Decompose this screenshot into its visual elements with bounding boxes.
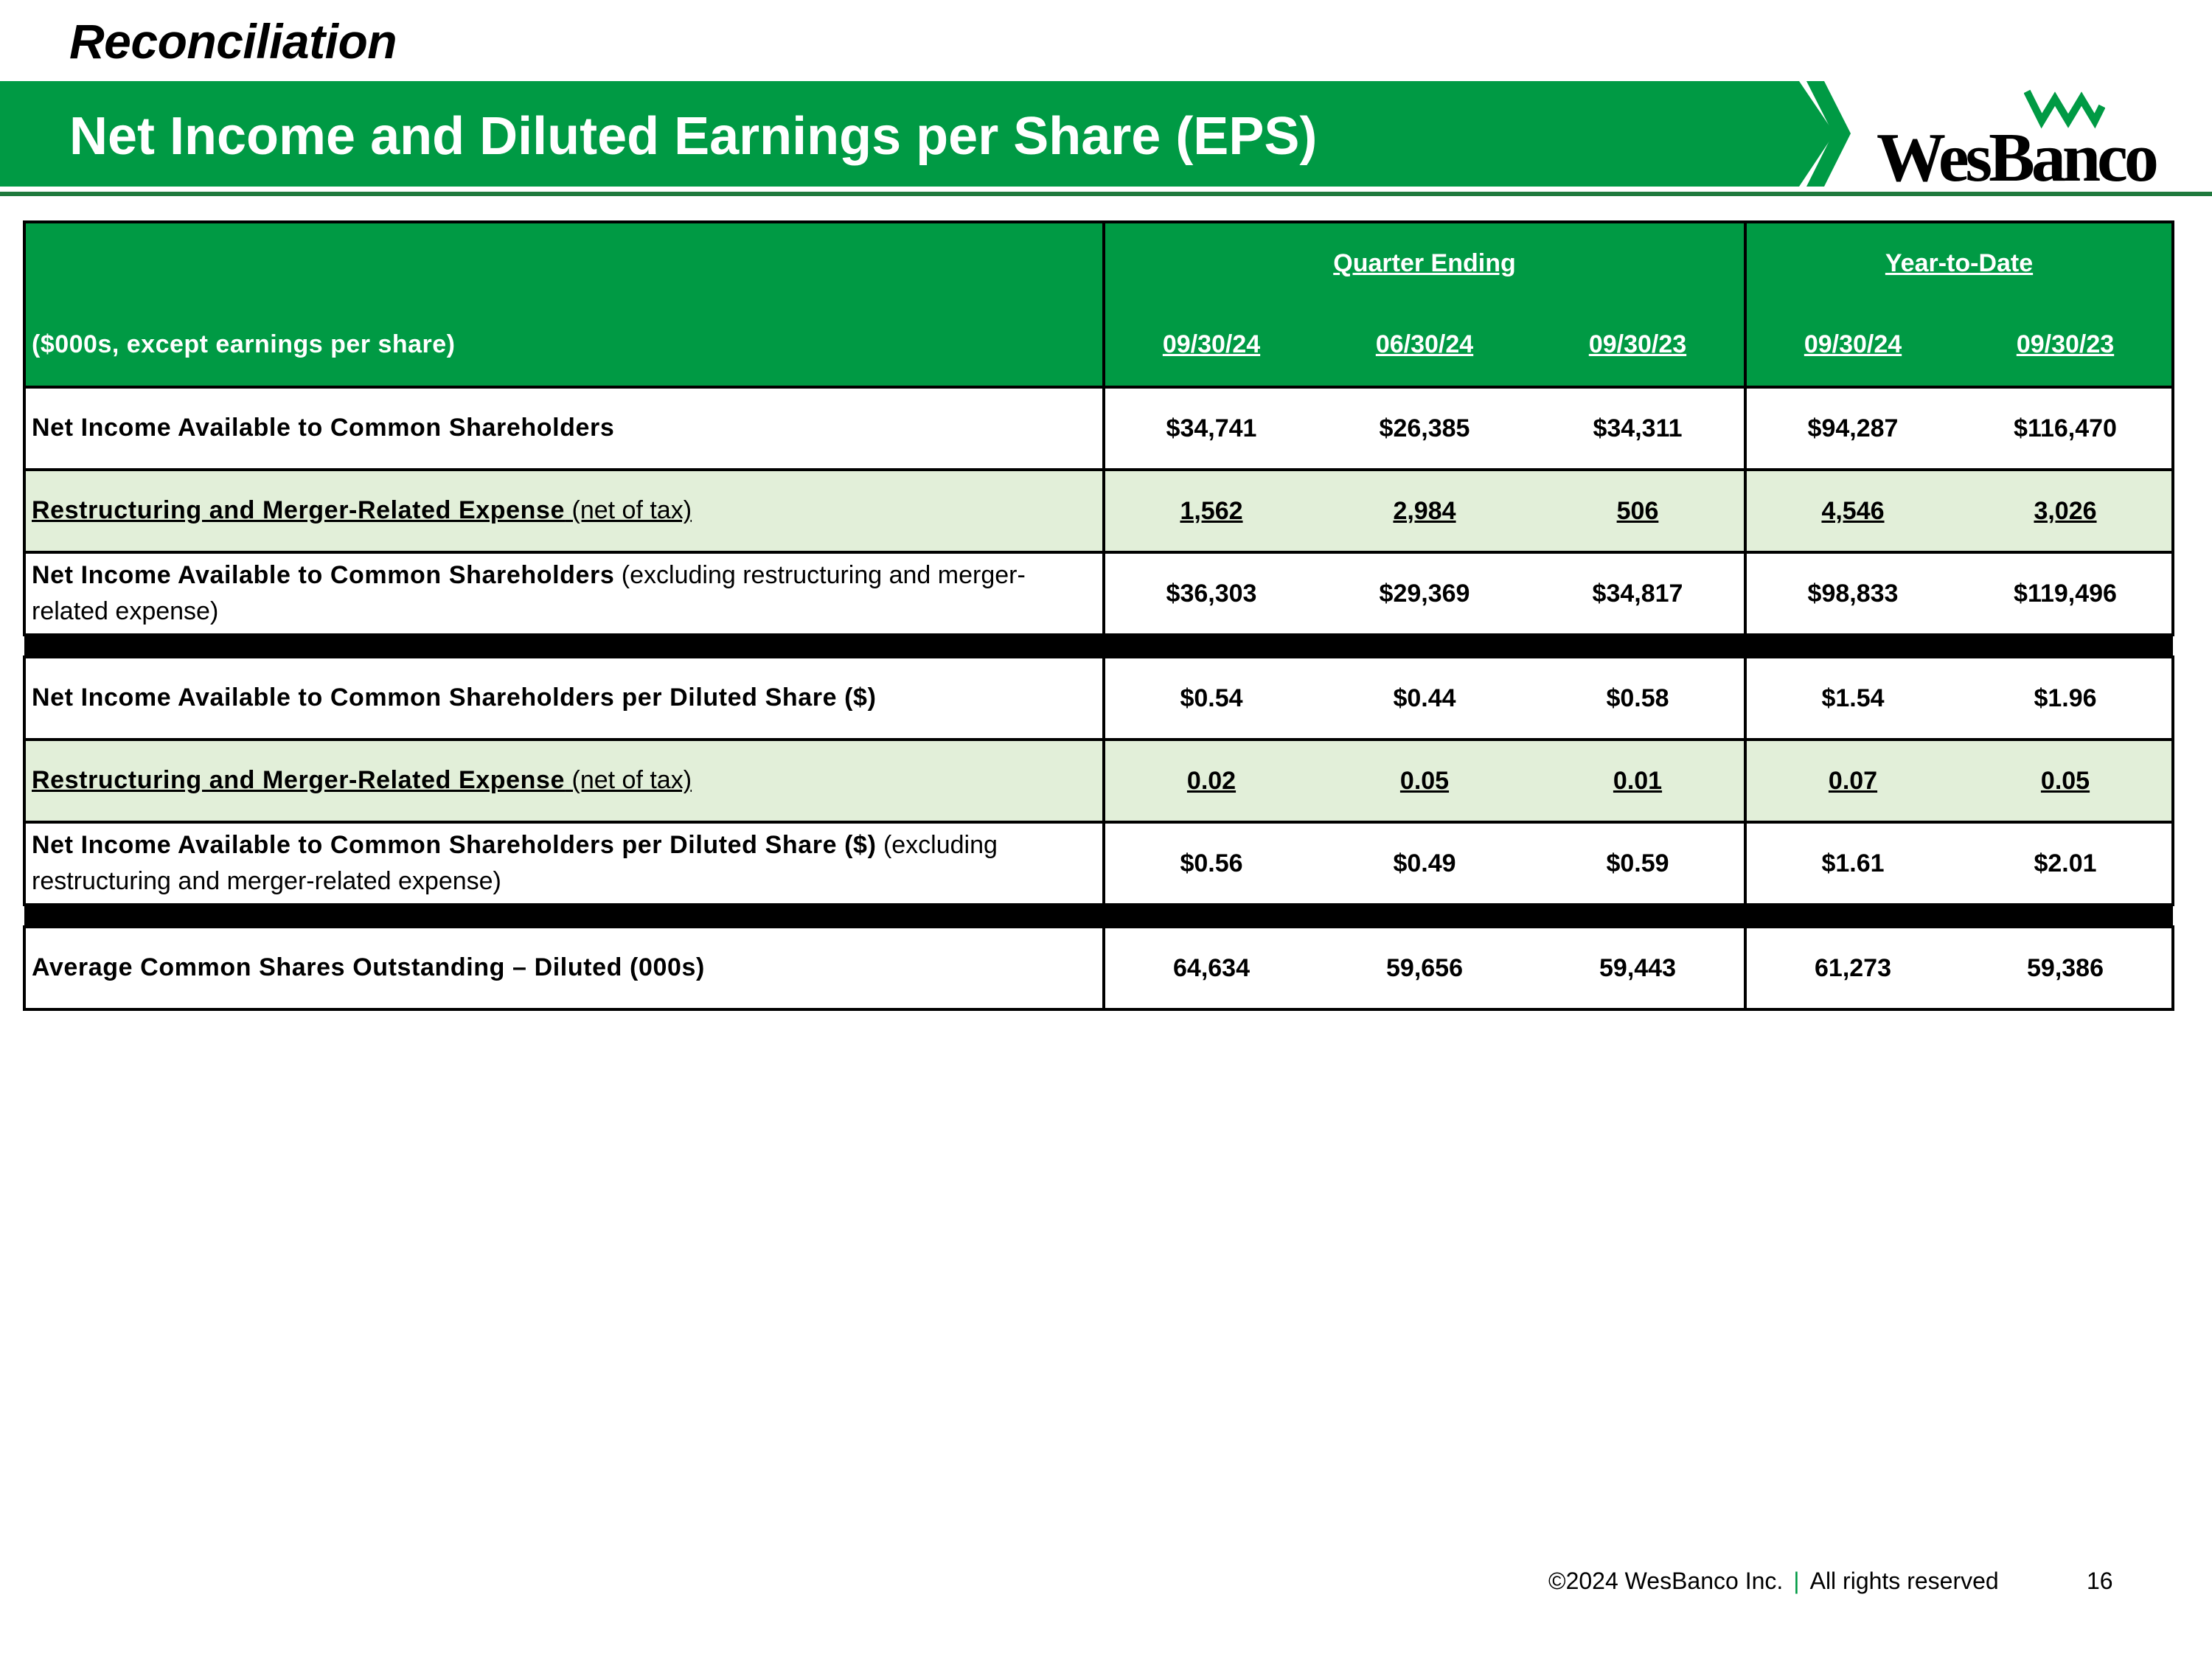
table-cell: 64,634 bbox=[1102, 925, 1318, 1011]
table-cell: 0.01 bbox=[1531, 738, 1745, 824]
quarter-ending-header: Quarter Ending bbox=[1102, 220, 1745, 303]
section-divider bbox=[24, 635, 2173, 657]
table-cell: $29,369 bbox=[1318, 551, 1531, 636]
wesbanco-logo: WesBanco bbox=[1877, 87, 2159, 196]
row-label: Restructuring and Merger-Related Expense… bbox=[23, 738, 1104, 824]
logo-mark-icon bbox=[2024, 89, 2105, 129]
table-cell: $98,833 bbox=[1744, 551, 1959, 636]
table-period-header-row: ($000s, except earnings per share) 09/30… bbox=[23, 303, 2174, 387]
section-title: Reconciliation bbox=[69, 14, 397, 69]
copyright-text: ©2024 WesBanco Inc. bbox=[1548, 1568, 1784, 1594]
table-cell: $1.54 bbox=[1744, 655, 1959, 741]
page-number: 16 bbox=[2087, 1568, 2113, 1594]
logo-wordmark: WesBanco bbox=[1877, 119, 2159, 196]
title-rule bbox=[0, 192, 2212, 196]
table-cell: $119,496 bbox=[1959, 551, 2174, 636]
table-cell: 2,984 bbox=[1318, 468, 1531, 554]
table-cell: $116,470 bbox=[1959, 386, 2174, 471]
table-group-header-row: Quarter Ending Year-to-Date bbox=[23, 220, 2174, 303]
table-cell: 4,546 bbox=[1744, 468, 1959, 554]
row-label: Restructuring and Merger-Related Expense… bbox=[23, 468, 1104, 554]
row-label: Net Income Available to Common Sharehold… bbox=[23, 655, 1104, 741]
table-cell: 59,656 bbox=[1318, 925, 1531, 1011]
page-title: Net Income and Diluted Earnings per Shar… bbox=[69, 107, 1318, 166]
table-cell: $2.01 bbox=[1959, 821, 2174, 906]
table-cell: $0.58 bbox=[1531, 655, 1745, 741]
table-row: Average Common Shares Outstanding – Dilu… bbox=[23, 925, 2174, 1011]
row-label: Net Income Available to Common Sharehold… bbox=[23, 821, 1104, 906]
table-cell: $34,311 bbox=[1531, 386, 1745, 471]
row-label: Net Income Available to Common Sharehold… bbox=[23, 386, 1104, 471]
table-cell: $34,741 bbox=[1102, 386, 1318, 471]
period-header: 06/30/24 bbox=[1318, 303, 1531, 387]
table-cell: $34,817 bbox=[1531, 551, 1745, 636]
table-cell: $0.56 bbox=[1102, 821, 1318, 906]
table-cell: 0.05 bbox=[1318, 738, 1531, 824]
table-cell: 61,273 bbox=[1744, 925, 1959, 1011]
table-cell: 3,026 bbox=[1959, 468, 2174, 554]
table-cell: 0.02 bbox=[1102, 738, 1318, 824]
row-label: Net Income Available to Common Sharehold… bbox=[23, 551, 1104, 636]
table-row: Net Income Available to Common Sharehold… bbox=[23, 821, 2174, 906]
period-header: 09/30/24 bbox=[1102, 303, 1318, 387]
table-cell: 59,443 bbox=[1531, 925, 1745, 1011]
table-cell: 506 bbox=[1531, 468, 1745, 554]
table-cell: $1.96 bbox=[1959, 655, 2174, 741]
reconciliation-table: Quarter Ending Year-to-Date ($000s, exce… bbox=[23, 220, 2174, 1011]
table-cell: 0.05 bbox=[1959, 738, 2174, 824]
table-cell: $0.59 bbox=[1531, 821, 1745, 906]
table-cell: 59,386 bbox=[1959, 925, 2174, 1011]
table-cell: $0.49 bbox=[1318, 821, 1531, 906]
period-header: 09/30/23 bbox=[1531, 303, 1745, 387]
table-row: Net Income Available to Common Sharehold… bbox=[23, 386, 2174, 471]
table-cell: $0.54 bbox=[1102, 655, 1318, 741]
year-to-date-header: Year-to-Date bbox=[1744, 220, 2174, 303]
rights-text: All rights reserved bbox=[1809, 1568, 1999, 1594]
table-cell: $94,287 bbox=[1744, 386, 1959, 471]
table-cell: $0.44 bbox=[1318, 655, 1531, 741]
table-cell: 0.07 bbox=[1744, 738, 1959, 824]
table-cell: $36,303 bbox=[1102, 551, 1318, 636]
row-label: Average Common Shares Outstanding – Dilu… bbox=[23, 925, 1104, 1011]
section-divider bbox=[24, 905, 2173, 927]
table-row: Restructuring and Merger-Related Expense… bbox=[23, 468, 2174, 554]
footer: ©2024 WesBanco Inc. | All rights reserved bbox=[1548, 1568, 2124, 1595]
table-cell: $26,385 bbox=[1318, 386, 1531, 471]
table-cell: 1,562 bbox=[1102, 468, 1318, 554]
title-banner: Net Income and Diluted Earnings per Shar… bbox=[0, 81, 1851, 187]
banner-chevron-shape bbox=[0, 81, 1851, 187]
table-cell: $1.61 bbox=[1744, 821, 1959, 906]
table-row: Net Income Available to Common Sharehold… bbox=[23, 551, 2174, 636]
period-header: 09/30/23 bbox=[1959, 303, 2174, 387]
table-row: Net Income Available to Common Sharehold… bbox=[23, 655, 2174, 741]
footer-separator: | bbox=[1793, 1568, 1800, 1594]
period-header: 09/30/24 bbox=[1744, 303, 1959, 387]
unit-label: ($000s, except earnings per share) bbox=[23, 303, 1104, 387]
table-row: Restructuring and Merger-Related Expense… bbox=[23, 738, 2174, 824]
